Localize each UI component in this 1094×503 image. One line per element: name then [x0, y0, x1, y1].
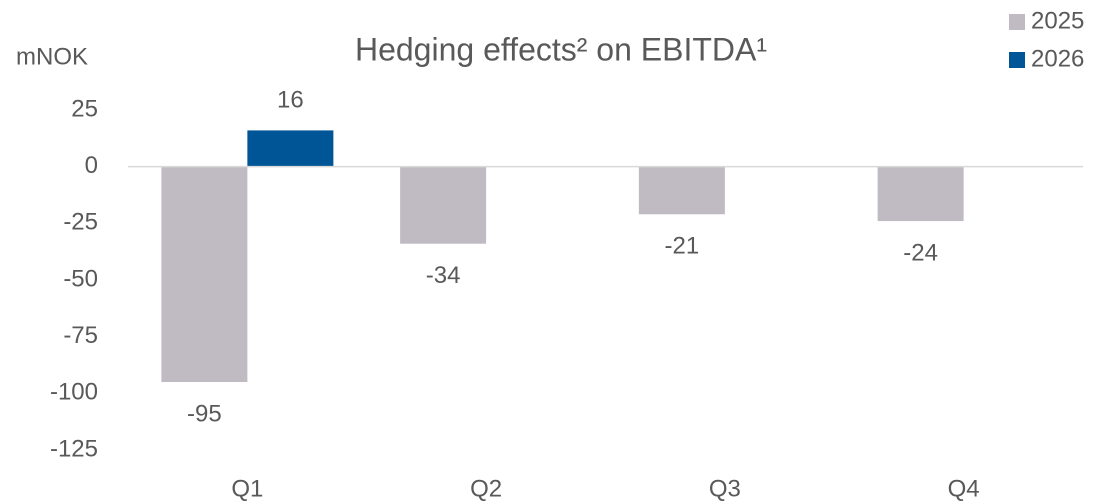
x-tick-label: Q3: [709, 475, 741, 502]
data-label: 16: [277, 87, 304, 114]
y-tick-label: -50: [63, 265, 98, 292]
data-label: -34: [426, 262, 461, 289]
bar: [247, 130, 334, 167]
legend-swatch: [1009, 52, 1025, 68]
bar: [877, 166, 964, 222]
y-tick-label: -100: [50, 379, 98, 406]
legend-swatch: [1009, 14, 1025, 30]
y-tick-label: -125: [50, 435, 98, 462]
chart-title: Hedging effects² on EBITDA¹: [355, 31, 767, 67]
x-tick-label: Q4: [948, 475, 980, 502]
legend-label: 2025: [1031, 7, 1084, 34]
y-tick-label: -75: [63, 322, 98, 349]
legend-label: 2026: [1031, 45, 1084, 72]
y-tick-label: 25: [71, 95, 98, 122]
bar: [638, 166, 725, 215]
y-tick-label: 0: [85, 152, 98, 179]
data-label: -24: [903, 239, 938, 266]
bar: [400, 166, 487, 244]
data-label: -21: [665, 233, 700, 260]
bar: [161, 166, 248, 382]
x-tick-label: Q2: [470, 475, 502, 502]
x-tick-label: Q1: [231, 475, 263, 502]
data-label: -95: [187, 400, 222, 427]
y-axis-label: mNOK: [16, 43, 88, 70]
y-tick-label: -25: [63, 209, 98, 236]
